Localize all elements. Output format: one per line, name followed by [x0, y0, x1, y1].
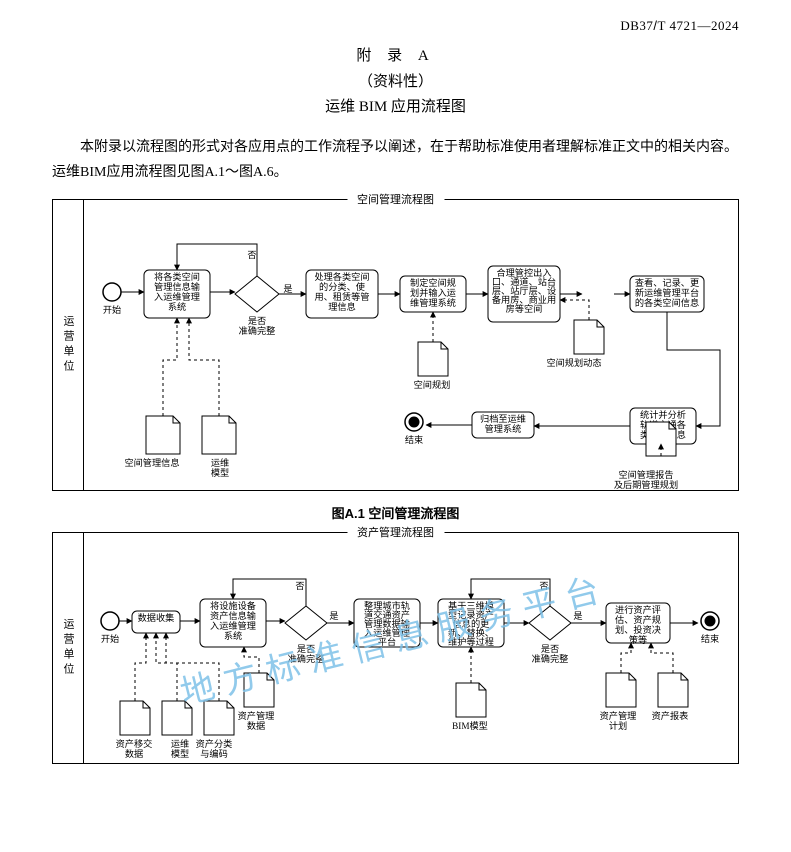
svg-text:与编码: 与编码 [200, 748, 228, 759]
svg-text:运维: 运维 [211, 457, 229, 468]
doc-number: DB37/T 4721—2024 [620, 18, 739, 34]
svg-text:空间管理信息: 空间管理信息 [124, 457, 179, 468]
svg-text:策等: 策等 [629, 634, 647, 645]
svg-text:的各类空间信息: 的各类空间信息 [635, 297, 699, 308]
svg-text:系统: 系统 [168, 301, 186, 312]
svg-text:空间管理报告: 空间管理报告 [618, 469, 673, 480]
svg-text:划并输入运: 划并输入运 [410, 287, 456, 298]
svg-text:查看、记录、更: 查看、记录、更 [635, 277, 699, 288]
figure-a1-lane-header: 运营单位 [53, 200, 84, 490]
svg-text:划、投资决: 划、投资决 [615, 624, 661, 635]
svg-text:资产分类: 资产分类 [196, 738, 233, 749]
svg-text:系统: 系统 [224, 630, 242, 641]
svg-text:房等空间: 房等空间 [506, 303, 543, 314]
svg-text:准确完整: 准确完整 [532, 653, 569, 664]
figure-a2-frame: 资产管理流程图 运营单位 开始结束数据收集将设施设备资产信息输入运维管理系统整理… [52, 532, 739, 764]
svg-text:是否: 是否 [248, 316, 266, 326]
svg-text:数据: 数据 [247, 720, 265, 731]
svg-text:入运维管理: 入运维管理 [154, 291, 200, 302]
svg-text:将各类空间: 将各类空间 [154, 271, 200, 282]
svg-text:开始: 开始 [101, 633, 119, 644]
svg-text:平台: 平台 [378, 636, 396, 647]
svg-text:维护等过程: 维护等过程 [448, 636, 494, 647]
svg-text:资产管理: 资产管理 [600, 710, 637, 721]
svg-text:是否: 是否 [297, 644, 315, 654]
figure-a1-lane-label: 运营单位 [60, 315, 76, 375]
svg-text:管理系统: 管理系统 [485, 423, 522, 434]
svg-text:制定空间规: 制定空间规 [410, 277, 456, 288]
figure-a2-lane-label: 运营单位 [60, 618, 76, 678]
svg-text:数据收集: 数据收集 [138, 612, 175, 623]
svg-text:BIM模型: BIM模型 [452, 720, 488, 731]
svg-text:将设施设备: 将设施设备 [210, 600, 256, 611]
figure-a1-svg: 开始结束 将各类空间管理信息输入运维管理系统 处理各类空间的分类、使用、租赁等管理信… [84, 200, 734, 490]
svg-text:资产报表: 资产报表 [652, 710, 689, 721]
figure-a1-caption: 图A.1 空间管理流程图 [52, 503, 739, 522]
svg-text:否: 否 [247, 250, 256, 260]
svg-text:管理信息输: 管理信息输 [154, 281, 200, 292]
appendix-line1: 附 录 A [52, 44, 739, 70]
svg-text:的分类、使: 的分类、使 [319, 281, 365, 292]
svg-text:是: 是 [283, 284, 292, 294]
svg-text:处理各类空间: 处理各类空间 [314, 271, 369, 282]
svg-text:及后期管理规划: 及后期管理规划 [614, 479, 678, 490]
svg-text:准确完整: 准确完整 [239, 325, 276, 336]
figure-a2-body: 开始结束数据收集将设施设备资产信息输入运维管理系统整理城市轨道交通资产管理数据输… [84, 533, 738, 763]
svg-text:用、租赁等管: 用、租赁等管 [314, 291, 369, 302]
appendix-line2: （资料性） [52, 70, 739, 96]
svg-text:结束: 结束 [701, 633, 719, 644]
figure-a1-frame: 空间管理流程图 运营单位 开始结束将各类空间管理信息输入运维管理系统处理各类空间… [52, 199, 739, 491]
svg-text:资产管理: 资产管理 [238, 710, 275, 721]
svg-text:否: 否 [295, 581, 304, 591]
svg-text:理信息: 理信息 [328, 301, 356, 312]
svg-text:是否: 是否 [541, 644, 559, 654]
doc-number-prefix: DB37 [620, 18, 653, 33]
svg-text:进行资产评: 进行资产评 [615, 604, 661, 615]
svg-text:维管理系统: 维管理系统 [410, 297, 456, 308]
figure-a2-lane: 运营单位 开始结束数据收集将设施设备资产信息输入运维管理系统整理城市轨道交通资产… [53, 533, 738, 763]
svg-text:否: 否 [539, 581, 548, 591]
svg-text:运维: 运维 [171, 738, 189, 749]
svg-text:模型: 模型 [211, 467, 229, 478]
svg-text:估、资产规: 估、资产规 [615, 614, 661, 625]
appendix-header: 附 录 A （资料性） 运维 BIM 应用流程图 [52, 44, 739, 121]
appendix-line3: 运维 BIM 应用流程图 [52, 95, 739, 121]
svg-text:数据: 数据 [125, 748, 143, 759]
figure-a2-svg: 开始结束数据收集将设施设备资产信息输入运维管理系统整理城市轨道交通资产管理数据输… [84, 533, 734, 763]
svg-text:新运维管理平台: 新运维管理平台 [635, 287, 699, 298]
figure-a1-body: 开始结束 将各类空间管理信息输入运维管理系统 处理各类空间的分类、使用、租赁等管理信… [84, 200, 738, 490]
page: DB37/T 4721—2024 附 录 A （资料性） 运维 BIM 应用流程… [0, 0, 791, 784]
svg-text:是: 是 [573, 611, 582, 621]
svg-text:归档至运维: 归档至运维 [480, 413, 526, 424]
svg-text:入运维管理: 入运维管理 [210, 620, 256, 631]
figure-a2-lane-header: 运营单位 [53, 533, 84, 763]
svg-text:空间规划: 空间规划 [414, 379, 451, 390]
svg-text:空间规划动态: 空间规划动态 [546, 357, 601, 368]
svg-text:准确完整: 准确完整 [288, 653, 325, 664]
svg-text:是: 是 [329, 611, 338, 621]
svg-text:开始: 开始 [103, 304, 121, 315]
doc-number-suffix: T 4721—2024 [658, 18, 739, 33]
figure-a1-lane: 运营单位 开始结束 将各类空间管理信息输入运维管理系统 处理各类空间的分类、使用、租… [53, 200, 738, 490]
svg-text:计划: 计划 [609, 720, 627, 731]
svg-text:资产信息输: 资产信息输 [210, 610, 256, 621]
svg-text:模型: 模型 [171, 748, 189, 759]
svg-text:统计并分析: 统计并分析 [640, 409, 686, 420]
svg-text:资产移交: 资产移交 [116, 738, 153, 749]
svg-text:结束: 结束 [405, 434, 423, 445]
intro-paragraph: 本附录以流程图的形式对各应用点的工作流程予以阐述，在于帮助标准使用者理解标准正文… [52, 135, 739, 185]
